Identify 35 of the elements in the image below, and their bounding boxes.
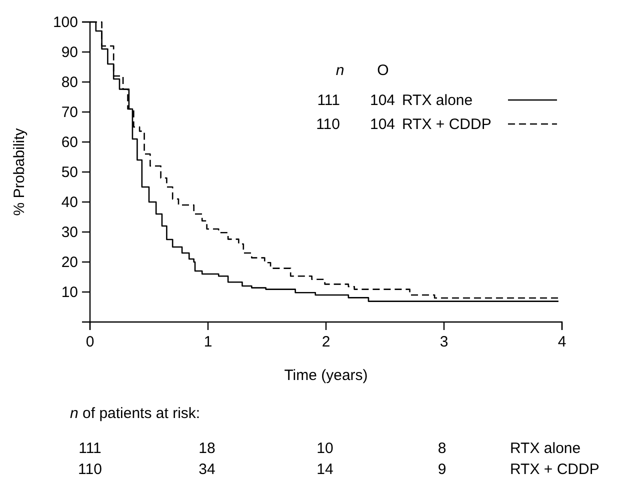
y-tick-label: 50: [61, 164, 78, 181]
legend-label: RTX alone: [402, 92, 473, 109]
y-axis-title: % Probability: [11, 128, 28, 216]
x-tick-label: 0: [86, 334, 94, 351]
annotation: 110: [316, 116, 340, 133]
text: RTX + CDDP: [510, 461, 600, 478]
y-tick-label: 10: [61, 284, 78, 301]
y-tick-label: 20: [61, 254, 78, 271]
text: 10: [316, 440, 334, 457]
x-tick-label: 2: [322, 334, 330, 351]
annotation: 104: [370, 92, 396, 109]
y-tick-label: 80: [61, 74, 78, 91]
y-tick-label: 30: [61, 224, 78, 241]
x-axis-title: Time (years): [284, 367, 368, 384]
legend-label: RTX + CDDP: [402, 116, 492, 133]
text: RTX alone: [510, 440, 581, 457]
text: 34: [198, 461, 216, 478]
y-tick-label: 40: [61, 194, 78, 211]
x-tick-label: 3: [440, 334, 448, 351]
text: n of patients at risk:: [70, 405, 200, 422]
text: 18: [198, 440, 216, 457]
text: 110: [78, 461, 102, 478]
annotation: 111: [317, 92, 340, 109]
x-tick-label: 1: [204, 334, 212, 351]
y-tick-label: 70: [61, 104, 78, 121]
text: 8: [438, 440, 446, 457]
y-tick-label: 100: [52, 14, 78, 31]
y-tick-label: 90: [61, 44, 78, 61]
text: 111: [78, 440, 102, 457]
y-tick-label: 60: [61, 134, 78, 151]
annotation: 104: [370, 116, 396, 133]
text: n O: [336, 62, 389, 79]
text: 14: [316, 461, 334, 478]
text: 9: [438, 461, 446, 478]
x-tick-label: 4: [558, 334, 566, 351]
